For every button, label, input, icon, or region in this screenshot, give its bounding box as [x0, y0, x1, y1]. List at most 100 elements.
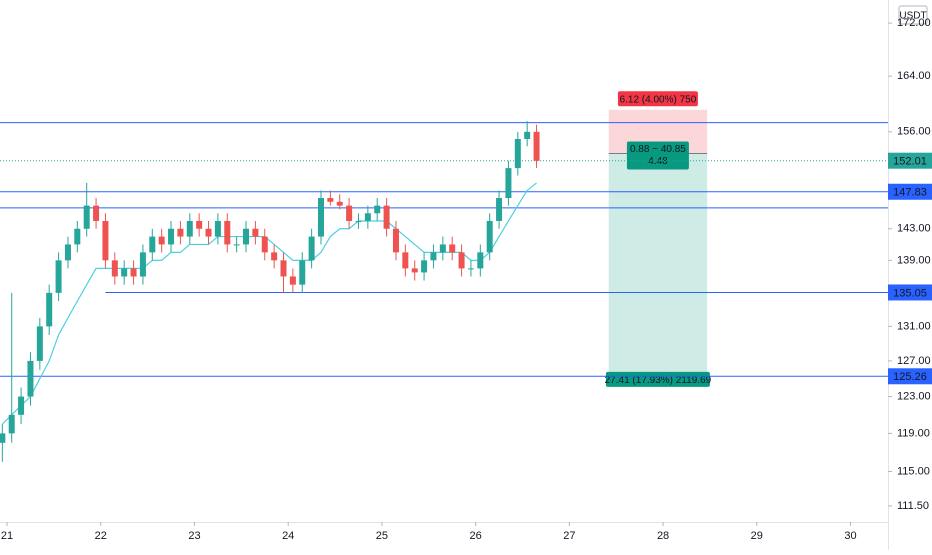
candle-body: [261, 236, 268, 253]
stop-label: 6.12 (4.00%) 750: [620, 94, 697, 105]
candle-body: [214, 220, 221, 237]
level-price-box: [888, 183, 932, 200]
candle-body: [196, 220, 203, 229]
candle-body: [392, 228, 399, 253]
candle-body: [8, 414, 15, 434]
candle-body: [205, 228, 212, 237]
candle-body: [168, 228, 175, 245]
target-label: 27.41 (17.93%) 2119.69: [605, 375, 712, 386]
candle-body: [308, 236, 315, 261]
candle-body: [271, 252, 278, 261]
candle-body: [430, 252, 437, 261]
ema-line: [1, 182, 537, 425]
y-tick-label: 119.00: [897, 427, 930, 439]
candle-body: [139, 252, 146, 277]
y-tick-label: 164.00: [897, 70, 931, 82]
candle-body: [64, 244, 71, 261]
candle-body: [177, 228, 184, 237]
x-tick-label: 24: [282, 530, 294, 542]
candle-body: [458, 252, 465, 269]
target-zone: [608, 153, 708, 374]
current-price-label: 152.01: [893, 156, 927, 168]
candle-body: [233, 244, 240, 246]
candle-body: [299, 260, 306, 285]
candle-body: [364, 213, 371, 221]
candle-body: [111, 260, 118, 277]
candle-body: [243, 228, 250, 245]
candle-body: [83, 205, 90, 229]
level-price-label: 125.26: [893, 371, 927, 383]
candle-body: [158, 236, 165, 245]
y-tick-label: 127.00: [897, 355, 931, 367]
candle-body: [102, 220, 109, 261]
candle-body: [36, 326, 43, 361]
x-tick-label: 21: [1, 530, 13, 542]
candle-body: [411, 268, 418, 273]
candle-body: [336, 201, 343, 206]
candle-body: [533, 131, 540, 161]
level-price-label: 147.83: [893, 187, 927, 199]
candle-body: [130, 268, 137, 277]
candle-body: [355, 220, 362, 222]
entry-label: 0.88 ~ 40.85: [630, 144, 686, 155]
candle-body: [421, 260, 428, 273]
candle-body: [524, 131, 531, 139]
y-tick-label: 111.50: [897, 500, 929, 512]
candle-body: [18, 396, 25, 415]
candle-body: [0, 433, 6, 443]
stop-label-box: [617, 91, 698, 107]
candle-body: [55, 260, 62, 293]
candle-body: [439, 244, 446, 253]
candle-body: [467, 268, 474, 270]
y-tick-label: 156.00: [897, 126, 931, 138]
candle-body: [346, 205, 353, 221]
y-tick-label: 123.00: [897, 390, 931, 402]
y-tick-label: 143.00: [897, 223, 931, 235]
candle-body: [486, 220, 493, 253]
candle-body: [74, 228, 81, 245]
candle-body: [186, 220, 193, 237]
level-price-box: [888, 368, 932, 385]
x-tick-label: 30: [844, 530, 856, 542]
y-tick-label: 172.00: [897, 17, 931, 29]
current-price-box: [888, 152, 932, 169]
target-label-box: [605, 371, 710, 387]
candle-body: [27, 360, 34, 397]
candle-body: [46, 292, 53, 327]
candle-body: [477, 252, 484, 269]
candle-body: [505, 168, 512, 199]
x-tick-label: 28: [657, 530, 669, 542]
candle-body: [374, 205, 381, 214]
candle-body: [327, 198, 334, 202]
x-tick-label: 26: [470, 530, 482, 542]
level-price-box: [888, 284, 932, 301]
entry-label-box: [626, 141, 689, 170]
candle-body: [317, 198, 324, 237]
currency[interactable]: USDT: [899, 11, 926, 22]
candle-body: [224, 220, 231, 245]
candle-body: [514, 138, 521, 169]
candle-body: [252, 228, 259, 237]
candle-body: [496, 198, 503, 221]
currency-box[interactable]: [898, 5, 928, 25]
candle-body: [289, 276, 296, 285]
candle-body: [93, 205, 100, 221]
candle-body: [402, 252, 409, 269]
candle-body: [383, 205, 390, 229]
x-tick-label: 23: [188, 530, 200, 542]
x-tick-label: 29: [751, 530, 763, 542]
candle-body: [449, 244, 456, 253]
level-price-label: 135.05: [893, 287, 927, 299]
y-tick-label: 139.00: [897, 254, 931, 266]
x-tick-label: 27: [563, 530, 575, 542]
candle-body: [149, 236, 156, 253]
x-tick-label: 25: [376, 530, 388, 542]
candle-body: [121, 268, 128, 277]
candle-body: [280, 260, 287, 277]
entry-sublabel: 4.48: [648, 156, 668, 167]
x-tick-label: 22: [95, 530, 107, 542]
y-tick-label: 131.00: [897, 320, 931, 332]
